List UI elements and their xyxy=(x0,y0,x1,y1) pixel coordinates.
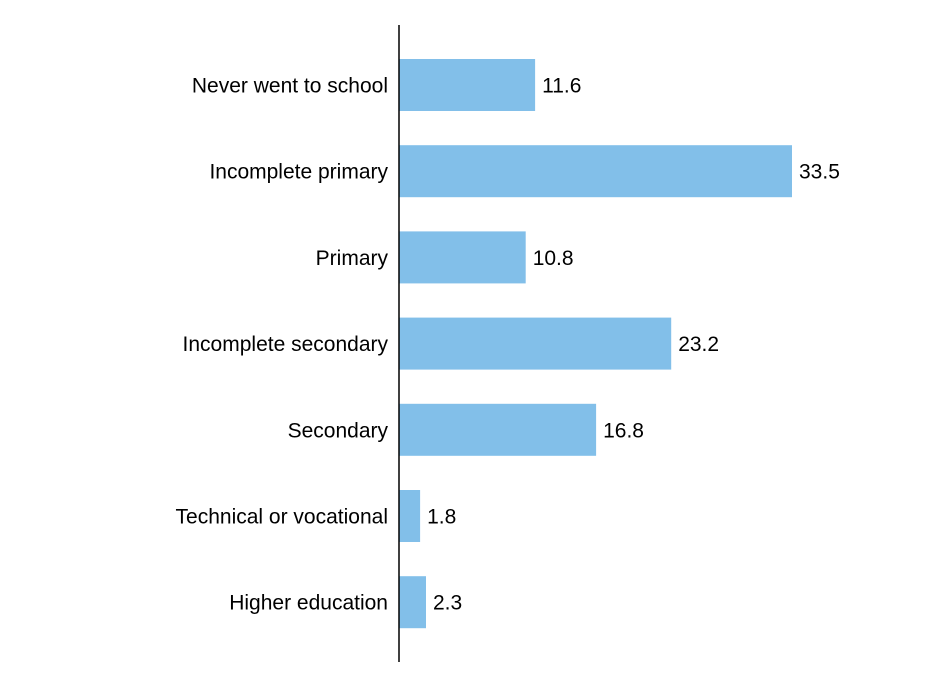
bar-6 xyxy=(399,576,426,629)
bar-2 xyxy=(399,231,526,284)
value-label-1: 33.5 xyxy=(799,161,840,184)
value-label-0: 11.6 xyxy=(542,75,581,98)
value-label-2: 10.8 xyxy=(533,247,574,270)
category-label-5: Technical or vocational xyxy=(176,506,388,529)
category-label-6: Higher education xyxy=(229,592,388,615)
value-label-3: 23.2 xyxy=(678,333,719,356)
category-label-2: Primary xyxy=(316,247,389,270)
bar-1 xyxy=(399,145,792,198)
value-label-6: 2.3 xyxy=(433,592,462,615)
value-labels-group: 11.6 33.5 10.8 23.2 16.8 1.8 2.3 xyxy=(427,75,840,615)
bar-5 xyxy=(399,490,421,542)
category-label-1: Incomplete primary xyxy=(209,161,388,184)
bar-3 xyxy=(399,317,672,370)
value-label-5: 1.8 xyxy=(427,506,456,529)
category-label-4: Secondary xyxy=(288,419,389,442)
category-label-3: Incomplete secondary xyxy=(183,333,389,356)
bar-4 xyxy=(399,403,597,456)
bars-group xyxy=(399,59,792,629)
bar-0 xyxy=(399,59,536,111)
value-label-4: 16.8 xyxy=(603,419,644,442)
category-label-0: Never went to school xyxy=(192,75,388,98)
category-labels-group: Never went to school Incomplete primary Pr… xyxy=(176,75,389,615)
